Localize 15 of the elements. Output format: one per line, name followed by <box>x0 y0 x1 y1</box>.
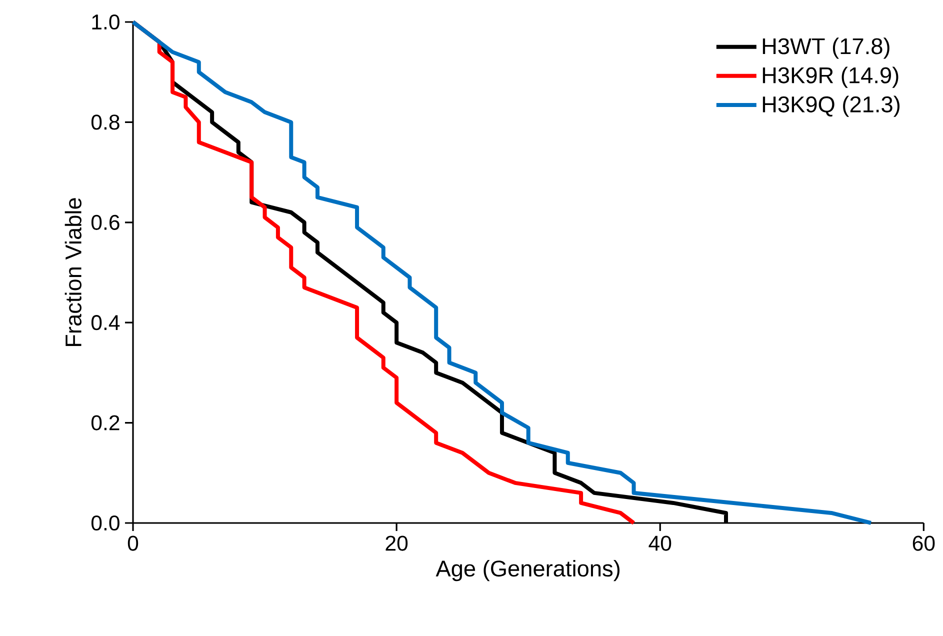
x-tick-label: 40 <box>648 536 672 551</box>
y-axis-title: Fraction Viable <box>64 198 82 346</box>
x-tick-label: 20 <box>386 536 408 551</box>
legend-label: H3K9Q (21.3) <box>762 96 900 117</box>
x-axis-title: Age (Generations) <box>436 560 620 582</box>
y-tick-label: 0.8 <box>91 114 120 130</box>
x-tick-label: 60 <box>912 536 935 551</box>
y-tick-label: 0.4 <box>91 315 120 330</box>
y-tick-label: 0.6 <box>91 214 120 230</box>
y-tick-label: 1.0 <box>92 14 120 30</box>
y-tick-label: 0.0 <box>91 515 120 531</box>
legend-label: H3K9R (14.9) <box>762 66 898 88</box>
x-tick-label: 0 <box>128 536 138 551</box>
y-tick-label: 0.2 <box>91 415 120 430</box>
legend-label: H3WT (17.8) <box>762 38 890 59</box>
